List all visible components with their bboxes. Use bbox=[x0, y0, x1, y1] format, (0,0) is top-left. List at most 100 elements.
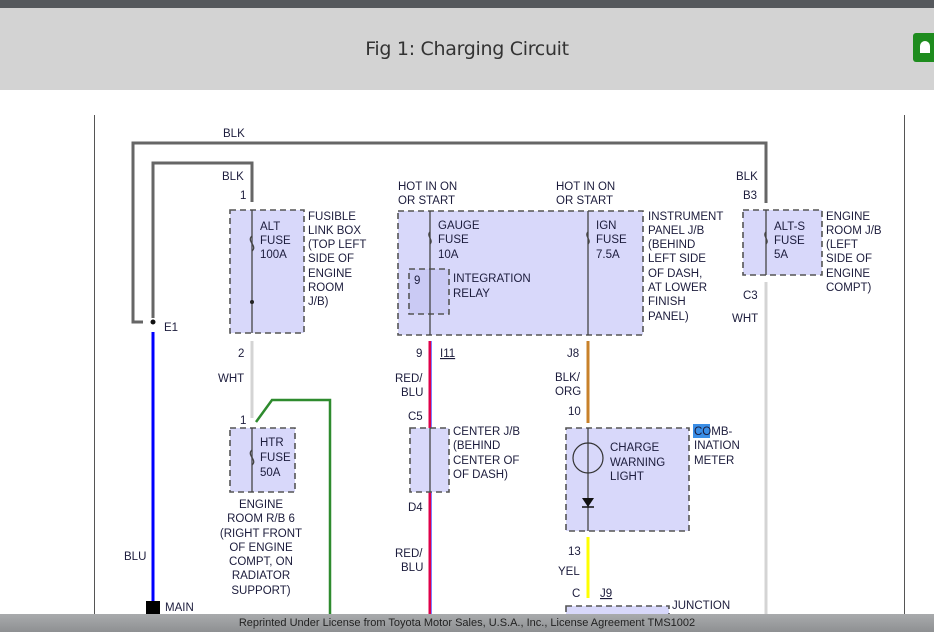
text-line: OF DASH, bbox=[648, 268, 702, 280]
wire-label: WHT bbox=[218, 373, 244, 385]
text-line: FUSE bbox=[260, 452, 291, 464]
fusible-link-location: FUSIBLE LINK BOX (TOP LEFT SIDE OF ENGIN… bbox=[308, 211, 366, 308]
htr-fuse-icon bbox=[249, 449, 255, 466]
text-line: FUSE bbox=[774, 235, 805, 247]
hot-label: OR START bbox=[556, 195, 613, 207]
engine-room-jb-location: ENGINE ROOM J/B (LEFT SIDE OF ENGINE COM… bbox=[826, 211, 882, 294]
text-line: LEFT SIDE bbox=[648, 253, 706, 265]
text-selection-highlight bbox=[693, 424, 710, 438]
pin-label: B3 bbox=[743, 190, 757, 202]
htr-fuse-label: HTR FUSE 50A bbox=[260, 437, 291, 479]
text-rest: MB- bbox=[711, 426, 732, 438]
text-line: HTR bbox=[260, 437, 284, 449]
wire-label: WHT bbox=[732, 313, 758, 325]
alt-fuse-icon bbox=[249, 235, 255, 252]
wire-label: YEL bbox=[558, 566, 580, 578]
text-line: J/B) bbox=[308, 296, 329, 308]
wire-grn bbox=[254, 398, 332, 614]
text-line: WARNING bbox=[610, 457, 665, 469]
text-line: RADIATOR bbox=[232, 570, 290, 582]
text-line: 10A bbox=[438, 249, 459, 261]
text-line: 100A bbox=[260, 249, 287, 261]
text-line: SUPPORT) bbox=[231, 585, 290, 597]
text-line: COMPT) bbox=[826, 282, 872, 294]
license-footer: Reprinted Under License from Toyota Moto… bbox=[0, 614, 934, 632]
text-line: (LEFT bbox=[826, 239, 858, 251]
text-line: FUSE bbox=[596, 234, 627, 246]
text-line: CENTER OF bbox=[453, 455, 519, 467]
text-line: (TOP LEFT bbox=[308, 239, 366, 251]
text-line: 5A bbox=[774, 249, 788, 261]
pin-label: E1 bbox=[164, 322, 178, 334]
license-text: Reprinted Under License from Toyota Moto… bbox=[238, 617, 696, 629]
text-line: CENTER J/B bbox=[453, 426, 520, 438]
pin-label: 1 bbox=[240, 415, 246, 427]
wire-label: ORG bbox=[555, 386, 581, 398]
text-line: INATION bbox=[694, 440, 740, 452]
figure-header: Fig 1: Charging Circuit bbox=[0, 8, 934, 90]
wire-label: BLK bbox=[736, 171, 758, 183]
junction-label: JUNCTION bbox=[672, 600, 730, 612]
text-line: ENGINE bbox=[826, 211, 870, 223]
text-line: CHARGE bbox=[610, 442, 660, 454]
text-line: FUSIBLE bbox=[308, 211, 356, 223]
pin-label: C3 bbox=[743, 290, 758, 302]
ign-fuse-icon bbox=[586, 231, 590, 245]
gauge-fuse-label: GAUGE FUSE 10A bbox=[438, 220, 480, 261]
text-line: ENGINE bbox=[239, 499, 283, 511]
selected-text[interactable]: CO bbox=[694, 426, 711, 438]
wire-label: BLK/ bbox=[555, 372, 581, 384]
text-line: OF DASH) bbox=[453, 469, 508, 481]
text-line: INSTRUMENT bbox=[648, 211, 723, 223]
junction-dot bbox=[250, 300, 254, 304]
text-line: INTEGRATION bbox=[453, 273, 531, 285]
text-line: LINK BOX bbox=[308, 225, 361, 237]
charging-circuit-diagram: BLK BLK BLK WHT WHT BLU YEL RED/ BLU RED… bbox=[94, 115, 905, 614]
wire-label: BLK bbox=[223, 128, 245, 140]
pin-label: C5 bbox=[408, 411, 423, 423]
alts-fuse-icon bbox=[764, 231, 768, 245]
pin-label: D4 bbox=[408, 502, 423, 514]
text-line: ROOM J/B bbox=[826, 225, 882, 237]
instrument-panel-location: INSTRUMENT PANEL J/B (BEHIND LEFT SIDE O… bbox=[648, 211, 723, 323]
wire-label: RED/ bbox=[395, 373, 423, 385]
text-line: ALT bbox=[260, 221, 280, 233]
text-line[interactable]: COMB- bbox=[694, 426, 733, 438]
engine-room-jb-box bbox=[742, 209, 823, 276]
text-line: GAUGE bbox=[438, 220, 480, 232]
integration-relay-label: INTEGRATION RELAY bbox=[453, 273, 531, 300]
text-line: METER bbox=[694, 455, 734, 467]
wire-label: BLK bbox=[222, 171, 244, 183]
pin-label: 13 bbox=[568, 546, 581, 558]
wire-label: BLU bbox=[124, 551, 146, 563]
wire-label: RED/ bbox=[395, 548, 423, 560]
print-button[interactable] bbox=[913, 33, 934, 62]
pin-label: 2 bbox=[238, 348, 244, 360]
pin-label: 9 bbox=[416, 348, 422, 360]
junction-box bbox=[565, 605, 670, 614]
alt-fuse-label: ALT FUSE 100A bbox=[260, 221, 291, 261]
text-line: FUSE bbox=[260, 235, 291, 247]
engine-room-rb6-box bbox=[229, 427, 296, 493]
text-line: RELAY bbox=[453, 288, 490, 300]
alts-fuse-label: ALT-S FUSE 5A bbox=[774, 221, 805, 261]
fusible-link-box bbox=[229, 209, 305, 334]
main-ground-block bbox=[146, 601, 160, 614]
center-jb-location: CENTER J/B (BEHIND CENTER OF OF DASH) bbox=[453, 426, 520, 481]
integration-relay-box bbox=[408, 268, 450, 315]
pin-label: C bbox=[572, 588, 580, 600]
text-line: PANEL J/B bbox=[648, 225, 705, 237]
diode-icon bbox=[582, 498, 594, 507]
text-line: AT LOWER bbox=[648, 282, 707, 294]
wire-blk-inner bbox=[151, 161, 254, 318]
engine-rb6-location: ENGINE ROOM R/B 6 (RIGHT FRONT OF ENGINE… bbox=[220, 499, 302, 597]
pin-label: 1 bbox=[240, 190, 246, 202]
pin-label: J8 bbox=[567, 348, 579, 360]
combination-meter-box bbox=[565, 427, 690, 532]
browser-top-bar bbox=[0, 0, 934, 8]
gauge-fuse-icon bbox=[428, 231, 432, 245]
text-line: COMPT, ON bbox=[229, 556, 293, 568]
text-line: FINISH bbox=[648, 296, 686, 308]
text-line: PANEL) bbox=[648, 311, 689, 323]
wire-label: BLU bbox=[401, 387, 423, 399]
